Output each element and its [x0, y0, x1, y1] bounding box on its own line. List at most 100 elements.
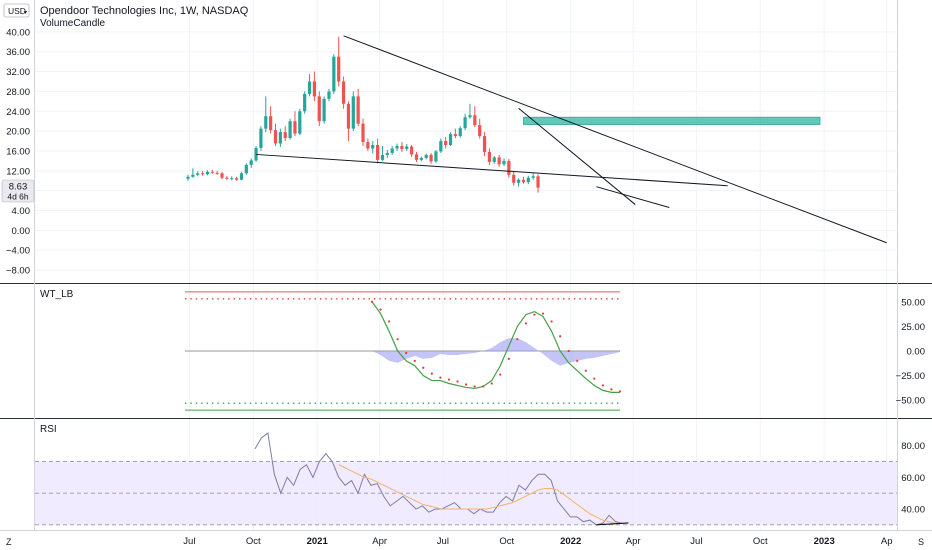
candle-body [346, 103, 351, 129]
wt2-point [430, 372, 433, 375]
wt-tick-label: 0.00 [907, 347, 926, 358]
wt2-point [447, 378, 451, 381]
candle-body [458, 128, 462, 137]
candle-body [439, 141, 443, 152]
candle-body [312, 81, 316, 97]
candle-body [230, 178, 234, 180]
candle-body [473, 115, 477, 126]
price-tick-label: 20.00 [6, 127, 30, 138]
trendline [256, 153, 728, 187]
symbol-title: Opendoor Technologies Inc, 1W, NASDAQ [40, 5, 249, 17]
rsi-axis[interactable]: 80.00 60.00 40.00 [901, 441, 925, 515]
candle-body [273, 130, 278, 144]
candle-body [366, 142, 370, 149]
candle-body [376, 145, 380, 160]
rsi-title: RSI [40, 424, 57, 435]
time-axis[interactable]: Jul Oct 2021 Apr Jul Oct 2022 Apr Jul Oct 2023 Ap [183, 536, 892, 547]
candle-body [191, 174, 195, 177]
candle-body [235, 178, 239, 180]
candle-body [205, 171, 210, 175]
price-tick-label: 32.00 [6, 67, 30, 78]
wt2-point [593, 377, 596, 380]
candle-body [278, 132, 282, 144]
price-tick-label: 4.00 [12, 206, 31, 217]
wt2-point [464, 383, 468, 386]
wt2-point [413, 359, 416, 362]
indicator-label: VolumeCandle [40, 18, 105, 29]
wt2-point [610, 388, 613, 391]
grid [35, 0, 897, 530]
rsi-tick-label: 80.00 [901, 441, 925, 452]
rsi-line [254, 432, 623, 526]
candle-body [385, 152, 389, 155]
trendline [343, 35, 887, 244]
currency-box[interactable] [3, 3, 30, 18]
candle-body [196, 173, 200, 175]
wt2-point [379, 308, 382, 311]
wt2-point [388, 320, 391, 323]
candle-body [492, 157, 496, 162]
wt2-point [422, 366, 425, 369]
candle-body [371, 145, 375, 149]
candle-body [531, 176, 535, 178]
candle-body [361, 123, 365, 143]
rsi-tick-label: 40.00 [901, 505, 925, 516]
candle-body [487, 151, 492, 162]
price-axis[interactable]: 40.00 36.00 32.00 28.00 24.00 20.00 16.00 12.00… [6, 27, 30, 276]
wt2-point [507, 357, 510, 360]
candle-body [351, 96, 355, 129]
wt2-point [370, 300, 374, 303]
candle-body [395, 146, 399, 149]
candle-body [186, 176, 190, 179]
rsi-pane[interactable] [35, 432, 897, 526]
candle-body [405, 146, 409, 149]
price-tick-label: 28.00 [6, 87, 30, 98]
zoom-toggle[interactable]: Z [6, 537, 12, 547]
wt-histogram [372, 338, 620, 366]
wt2-point [482, 385, 485, 388]
candle-body [380, 154, 385, 160]
wt2-point [618, 390, 622, 393]
wt2-point [396, 338, 399, 341]
chevron-down-icon[interactable]: ▾ [24, 10, 27, 16]
price-tick-label: 16.00 [6, 146, 30, 157]
wt-axis[interactable]: 50.00 25.00 0.00 −25.00 −50.00 [896, 297, 925, 406]
price-tag: 8.63 4d 6h [1, 179, 35, 203]
price-tick-label: 40.00 [6, 27, 30, 38]
frame [0, 0, 932, 531]
candle-body [200, 173, 205, 175]
wt2-point [473, 385, 476, 388]
price-pane[interactable] [186, 35, 887, 244]
wt-tick-label: −25.00 [896, 371, 925, 382]
candles [186, 36, 540, 193]
price-tick-label: 12.00 [6, 166, 30, 177]
time-tick-label: Jul [690, 536, 702, 547]
zone [523, 116, 821, 126]
candle-body [293, 121, 297, 134]
wt2-point [533, 313, 536, 316]
candle-body [264, 116, 268, 129]
candle-body [390, 148, 394, 153]
wt2-point [584, 369, 587, 372]
wt-tick-label: −50.00 [896, 396, 925, 407]
candle-body [507, 160, 511, 175]
wt2-point [405, 351, 408, 355]
candle-body [341, 81, 346, 104]
wt2-point [601, 384, 604, 387]
candle-body [298, 111, 302, 134]
candle-body [220, 173, 224, 178]
candle-body [453, 134, 457, 137]
candle-body [448, 134, 453, 146]
candle-body [536, 176, 540, 188]
candle-body [288, 121, 292, 139]
trendlines[interactable] [256, 35, 887, 244]
candle-body [269, 116, 273, 131]
candle-body [410, 146, 414, 155]
candle-body [239, 173, 244, 180]
candle-body [482, 136, 487, 152]
candle-body [521, 179, 526, 183]
wt-pane[interactable] [185, 291, 622, 411]
settings-toggle[interactable]: S [918, 537, 924, 547]
wt2-point [439, 376, 442, 379]
